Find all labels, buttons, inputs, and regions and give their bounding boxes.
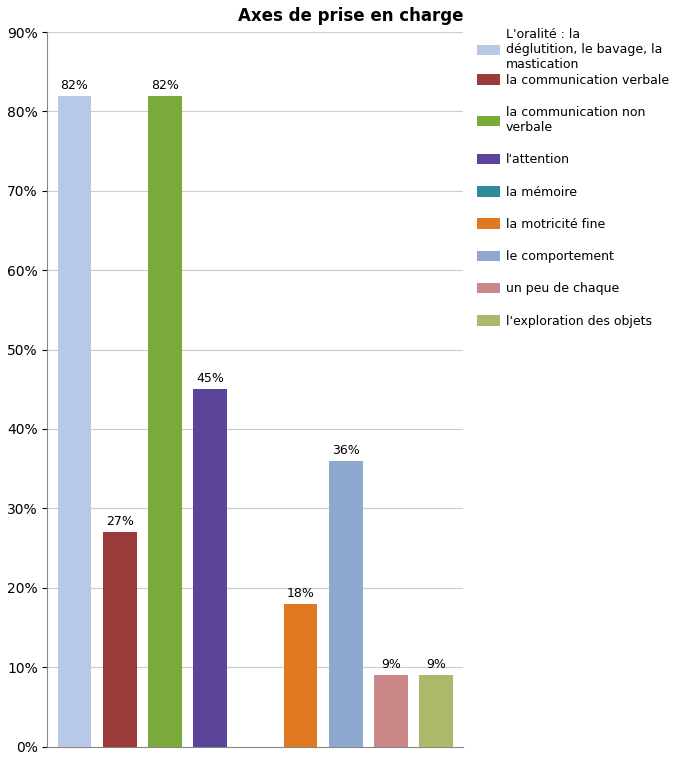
Text: 9%: 9% [381, 658, 401, 671]
Text: 18%: 18% [287, 587, 315, 600]
Bar [103, 532, 137, 747]
Bar [148, 95, 182, 747]
Text: 45%: 45% [196, 373, 224, 386]
Text: Axes de prise en charge: Axes de prise en charge [238, 7, 463, 25]
Bar [329, 461, 362, 747]
Legend: L'oralité : la
déglutition, le bavage, la
mastication, la communication verbale,: L'oralité : la déglutition, le bavage, l… [473, 24, 673, 331]
Bar [419, 675, 453, 747]
Bar [283, 604, 317, 747]
Text: 82%: 82% [151, 78, 179, 91]
Bar [193, 389, 227, 747]
Text: 36%: 36% [332, 443, 360, 456]
Text: 82%: 82% [61, 78, 89, 91]
Bar [58, 95, 91, 747]
Text: 27%: 27% [106, 515, 133, 528]
Bar [374, 675, 408, 747]
Text: 9%: 9% [426, 658, 446, 671]
